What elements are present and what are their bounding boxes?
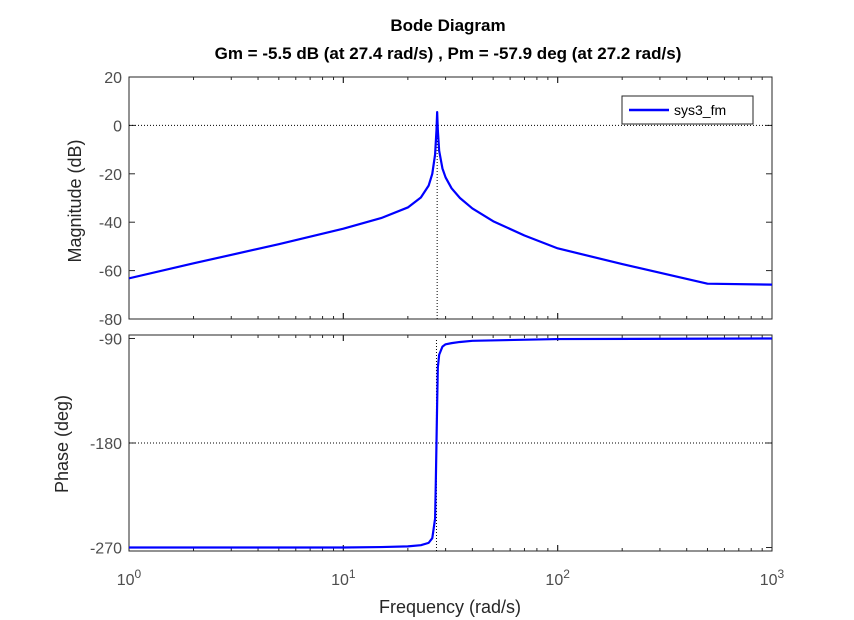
x-tick-label: 102	[545, 567, 570, 589]
x-tick-label: 103	[760, 567, 785, 589]
magnitude-y-tick-label: 20	[104, 70, 122, 87]
phase-panel: -270 -180 -90	[90, 331, 773, 558]
chart-title: Bode Diagram	[390, 16, 505, 35]
x-axis-ticks: 100 101 102 103	[117, 567, 785, 589]
phase-y-tick-label: -270	[90, 541, 122, 558]
legend-series-label: sys3_fm	[674, 102, 726, 118]
x-tick-label: 100	[117, 567, 142, 589]
magnitude-y-tick-label: -80	[99, 312, 122, 329]
frequency-axis-label: Frequency (rad/s)	[379, 597, 521, 617]
magnitude-y-tick-label: -20	[99, 167, 122, 184]
phase-series-line	[129, 337, 772, 549]
magnitude-axis-label: Magnitude (dB)	[65, 139, 85, 262]
phase-axis-label: Phase (deg)	[52, 395, 72, 493]
magnitude-y-tick-label: 0	[113, 118, 122, 135]
phase-y-tick-label: -180	[90, 436, 122, 453]
legend[interactable]: sys3_fm	[621, 95, 754, 125]
phase-y-tick-label: -90	[99, 331, 122, 348]
magnitude-y-tick-label: -40	[99, 215, 122, 232]
magnitude-y-tick-label: -60	[99, 264, 122, 281]
magnitude-series-line	[129, 110, 772, 286]
x-tick-label: 101	[331, 567, 356, 589]
chart-subtitle: Gm = -5.5 dB (at 27.4 rad/s) , Pm = -57.…	[215, 44, 682, 63]
